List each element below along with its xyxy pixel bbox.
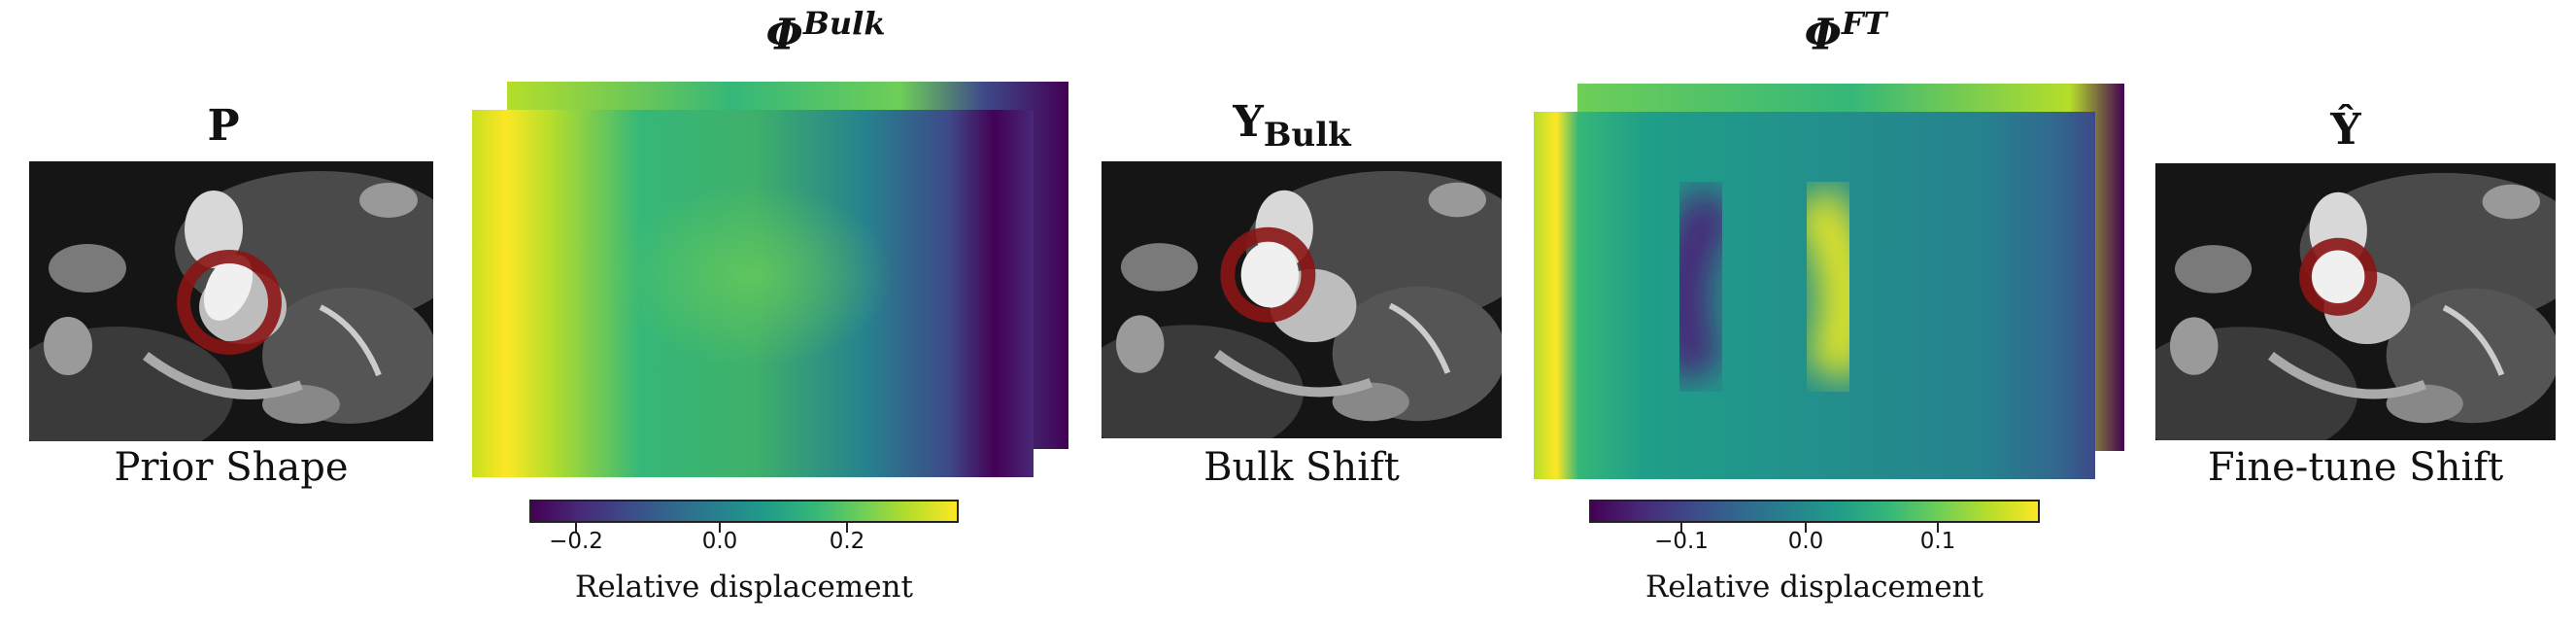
final-contour-ring [2299, 237, 2378, 316]
ft-colorbar-tick-label: 0.0 [1787, 529, 1824, 554]
ft-field-title: ΦFT [1804, 5, 1887, 60]
ft-colorbar-tick-mark [1805, 523, 1807, 533]
ft-colorbar-tick-mark [1937, 523, 1939, 533]
prior-mri-image [29, 161, 433, 441]
ft-colorbar-tick-label: 0.1 [1919, 529, 1956, 554]
bulk-colorbar [529, 500, 959, 523]
prior-contour-ring [177, 250, 282, 355]
bulk-contour-ring [1220, 226, 1316, 323]
bulk-colorbar-tick-label: 0.0 [701, 529, 738, 554]
ft-colorbar-tick-label: −0.1 [1654, 529, 1709, 554]
prior-title: P [207, 101, 240, 151]
ft-field-heatmap [1534, 112, 2095, 479]
bulk-mri-image [1102, 161, 1502, 438]
bulk-field-heatmap [472, 110, 1034, 477]
bulk-colorbar-tick-mark [846, 523, 848, 533]
bulk-caption: Bulk Shift [1203, 445, 1400, 490]
final-caption: Fine-tune Shift [2207, 445, 2504, 490]
ft-colorbar-tick-mark [1680, 523, 1682, 533]
prior-caption: Prior Shape [114, 445, 349, 490]
final-mri-image [2155, 163, 2556, 440]
bulk-colorbar-tick-label: 0.2 [829, 529, 865, 554]
bulk-colorbar-label: Relative displacement [575, 570, 913, 605]
bulk-title: YBulk [1233, 97, 1351, 155]
ft-colorbar-label: Relative displacement [1645, 570, 1983, 605]
bulk-colorbar-tick-mark [719, 523, 721, 533]
bulk-colorbar-tick-mark [575, 523, 577, 533]
final-title: Ŷ [2330, 105, 2361, 155]
ft-colorbar [1589, 500, 2040, 523]
bulk-field-title: ΦBulk [765, 5, 886, 60]
bulk-colorbar-tick-label: −0.2 [549, 529, 603, 554]
